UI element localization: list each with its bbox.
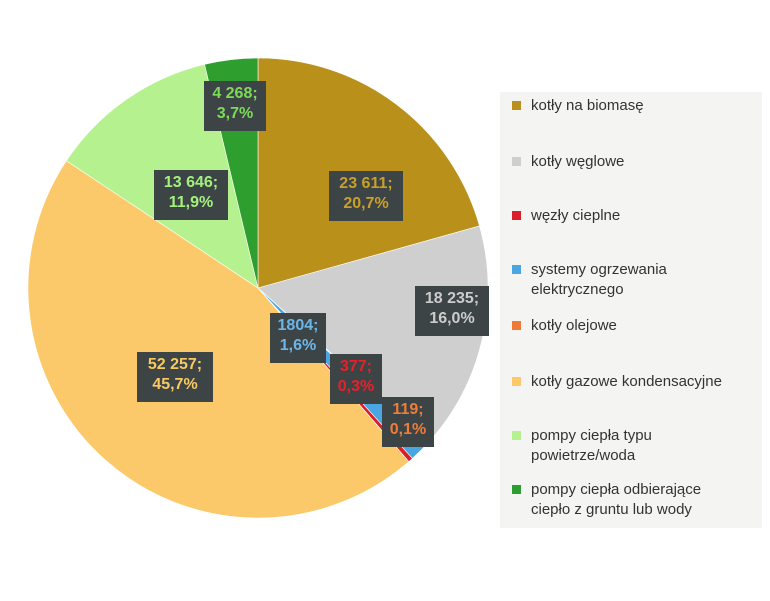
legend-swatch xyxy=(512,157,521,166)
legend-label: systemy ogrzewania xyxy=(531,261,667,278)
legend-item: systemy ogrzewania elektrycznego xyxy=(512,260,758,300)
data-label: 4 268; 3,7% xyxy=(204,81,266,131)
data-label: 23 611; 20,7% xyxy=(329,171,403,221)
legend: kotły na biomasę kotły węglowe węzły ciepl… xyxy=(500,92,762,528)
legend-item: kotły gazowe kondensacyjne xyxy=(512,372,758,392)
legend-label: pompy ciepła odbierające xyxy=(531,481,702,498)
data-label: 119; 0,1% xyxy=(382,397,434,447)
data-label-value: 52 257; xyxy=(147,356,203,373)
legend-swatch xyxy=(512,485,521,494)
legend-label: kotły olejowe xyxy=(531,317,617,334)
legend-swatch xyxy=(512,377,521,386)
data-label-percent: 16,0% xyxy=(429,310,475,327)
data-label: 1804; 1,6% xyxy=(270,313,326,363)
legend-item: węzły cieplne xyxy=(512,206,758,226)
data-label: 13 646; 11,9% xyxy=(154,170,228,220)
data-label-value: 23 611; xyxy=(339,175,393,192)
data-label-value: 1804; xyxy=(277,317,319,334)
legend-label: elektrycznego xyxy=(531,281,624,298)
legend-label: kotły na biomasę xyxy=(531,97,644,114)
legend-item: pompy ciepła odbierające ciepło z gruntu … xyxy=(512,480,758,520)
legend-label: węzły cieplne xyxy=(531,207,621,224)
legend-label: kotły gazowe kondensacyjne xyxy=(531,373,722,390)
legend-swatch xyxy=(512,431,521,440)
data-label: 52 257; 45,7% xyxy=(137,352,213,402)
data-label-percent: 0,3% xyxy=(337,378,375,395)
pie-slice xyxy=(27,160,410,519)
data-label-percent: 3,7% xyxy=(216,105,254,122)
legend-swatch xyxy=(512,321,521,330)
data-label-percent: 20,7% xyxy=(343,195,389,212)
data-label-value: 119; xyxy=(392,401,424,418)
legend-label: ciepło z gruntu lub wody xyxy=(531,501,692,518)
legend-swatch xyxy=(512,265,521,274)
data-label-value: 377; xyxy=(339,358,373,375)
legend-item: kotły olejowe xyxy=(512,316,758,336)
pie-slice xyxy=(257,225,489,442)
data-label: 18 235; 16,0% xyxy=(415,286,489,336)
data-label-value: 18 235; xyxy=(424,290,480,307)
legend-label: pompy ciepła typu xyxy=(531,427,652,444)
legend-item: kotły na biomasę xyxy=(512,96,758,116)
legend-label: kotły węglowe xyxy=(531,153,625,170)
legend-swatch xyxy=(512,211,521,220)
legend-item: kotły węglowe xyxy=(512,152,758,172)
data-label-percent: 0,1% xyxy=(389,421,427,438)
data-label-percent: 45,7% xyxy=(152,376,198,393)
legend-label: powietrze/woda xyxy=(531,447,636,464)
data-label-percent: 11,9% xyxy=(168,194,214,211)
data-label: 377; 0,3% xyxy=(330,354,382,404)
data-label-value: 13 646; xyxy=(163,174,219,191)
data-label-value: 4 268; xyxy=(212,85,258,102)
data-label-percent: 1,6% xyxy=(279,337,317,354)
legend-swatch xyxy=(512,101,521,110)
legend-item: pompy ciepła typu powietrze/woda xyxy=(512,426,758,466)
